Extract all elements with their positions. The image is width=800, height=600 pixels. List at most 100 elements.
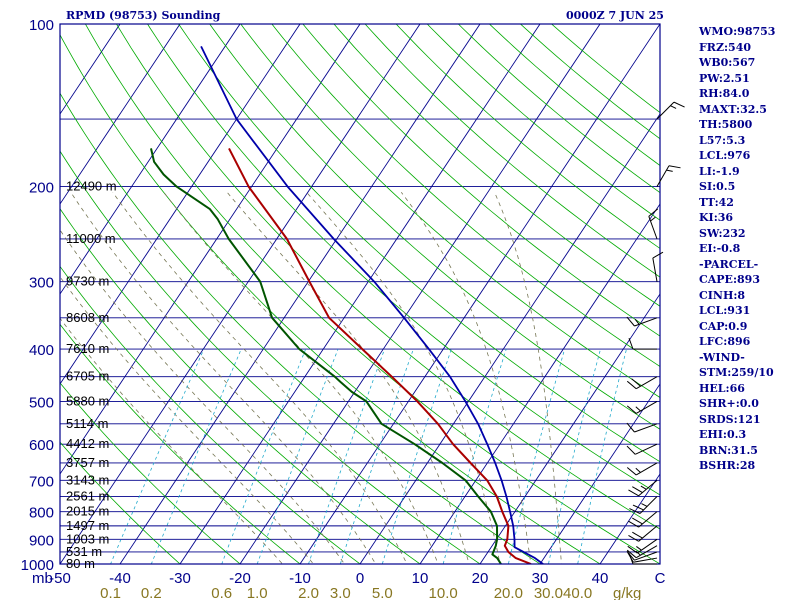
wind-barb-flag — [640, 485, 647, 490]
dry-adiabat — [178, 24, 660, 463]
index-item: CINH:8 — [699, 288, 746, 302]
dry-adiabat — [60, 150, 481, 564]
mixing-ratio-label: 10.0 — [429, 585, 458, 600]
height-label: 1497 m — [66, 518, 109, 533]
x-axis-unit-label: C — [655, 570, 666, 587]
wind-barb — [656, 101, 685, 120]
index-item: RH:84.0 — [699, 87, 750, 100]
pressure-tick-label: 900 — [29, 532, 54, 549]
wind-barb-flag — [632, 517, 643, 525]
height-label: 531 m — [66, 544, 102, 559]
dry-adiabat — [271, 24, 660, 367]
index-item: LCL:976 — [699, 149, 751, 162]
dry-adiabat — [60, 265, 361, 564]
wind-barb-staff — [635, 401, 658, 414]
wind-barb-staff — [634, 423, 658, 433]
index-item: LCL:931 — [699, 304, 751, 317]
index-item: TH:5800 — [699, 118, 753, 131]
height-label: 4412 m — [66, 436, 109, 451]
wind-barb-staff — [656, 165, 670, 187]
isotherm-line — [359, 113, 660, 564]
wind-barb-flag — [626, 380, 637, 390]
wind-barb-flag — [626, 549, 637, 559]
index-item: BSHR:28 — [699, 459, 756, 472]
wind-barb-staff — [656, 101, 675, 120]
wind-barb-flag — [666, 169, 673, 172]
wind-barb-flag — [626, 445, 636, 455]
wind-barb-staff — [635, 443, 658, 455]
wind-barb-staff — [635, 545, 658, 559]
mixing-ratio-label: 2.0 — [298, 585, 319, 600]
pressure-tick-label: 600 — [29, 437, 54, 454]
mixing-ratio-label: 0.6 — [211, 585, 232, 600]
height-label: 1003 m — [66, 531, 109, 546]
moist-adiabat — [400, 192, 532, 564]
mixing-ratio-label: 3.0 — [330, 585, 351, 600]
stability-indices-list: WMO:98753 FRZ:540 WB0:567 PW:2.51 RH:84.0 MAX… — [699, 24, 775, 474]
index-item: LI:-1.9 — [699, 164, 740, 178]
index-item: EHI:0.3 — [699, 428, 747, 441]
mixing-ratio-line — [256, 348, 339, 564]
wind-barb-flag — [673, 101, 685, 108]
wind-barb-staff — [648, 216, 658, 240]
mixing-ratio-line — [577, 349, 627, 564]
height-label: 6705 m — [66, 369, 109, 384]
mixing-ratio-line — [150, 348, 242, 564]
dry-adiabat — [60, 92, 541, 564]
plot-frame — [59, 23, 661, 565]
wind-barb — [626, 545, 658, 559]
index-item: TT:42 — [699, 195, 734, 209]
isotherm-line — [60, 24, 361, 475]
pressure-tick-label: 400 — [29, 342, 54, 359]
height-label: 3757 m — [66, 455, 109, 470]
wind-barb — [626, 550, 658, 561]
parcel-trace — [200, 46, 544, 564]
mixing-ratio-line — [110, 348, 205, 564]
wind-barb-flag — [631, 378, 641, 387]
mixing-ratio-label: 20.0 — [494, 585, 523, 600]
wind-barb — [626, 462, 658, 476]
dry-adiabat — [395, 24, 660, 249]
wind-barb — [628, 337, 657, 350]
pressure-tick-label: 100 — [29, 17, 54, 34]
isotherm-line — [0, 0, 16, 575]
pressure-tick-label: 800 — [29, 505, 54, 522]
mixing-ratio-line — [548, 348, 601, 564]
index-item: WB0:567 — [699, 56, 756, 69]
station-title: RPMD (98753) Sounding — [66, 9, 221, 22]
temperature-tick-label: -10 — [289, 570, 311, 587]
index-item: HEL:66 — [699, 381, 745, 395]
wind-barb — [628, 511, 658, 528]
index-item: MAXT:32.5 — [699, 102, 767, 116]
mixing-ratio-label: 40.0 — [563, 585, 592, 600]
wind-barb-flag — [650, 216, 656, 222]
isotherm-line — [299, 24, 660, 564]
index-item: BRN:31.5 — [699, 443, 758, 457]
wind-barb — [652, 251, 664, 282]
isotherm-line — [119, 24, 481, 564]
pressure-tick-label: 200 — [29, 180, 54, 197]
wind-barb-flag — [626, 467, 637, 476]
isotherm-line — [60, 24, 301, 385]
temperature-tick-label: -20 — [229, 570, 251, 587]
height-label: 8608 m — [66, 310, 109, 325]
wind-barb-flag — [626, 405, 637, 414]
index-item: SHR+:0.0 — [699, 397, 759, 410]
wind-barb-staff — [638, 511, 658, 528]
wind-barb-flag — [629, 508, 641, 514]
wind-barb-staff — [652, 257, 658, 282]
dry-adiabat — [116, 24, 660, 530]
height-label: 3143 m — [66, 472, 109, 487]
wind-barb-staff — [634, 551, 658, 561]
dry-adiabat — [550, 24, 660, 114]
temperature-tick-label: 0 — [356, 570, 364, 587]
pressure-tick-label: 300 — [29, 275, 54, 292]
pressure-tick-label: 1000 — [21, 557, 54, 574]
dry-adiabat — [60, 34, 601, 564]
wind-barb-staff — [638, 479, 658, 497]
isotherm-line — [239, 24, 601, 564]
pressure-tick-label: 500 — [29, 394, 54, 411]
wind-barb — [627, 538, 658, 554]
index-item: -PARCEL- — [699, 257, 759, 271]
wind-barb-flag — [635, 550, 641, 556]
